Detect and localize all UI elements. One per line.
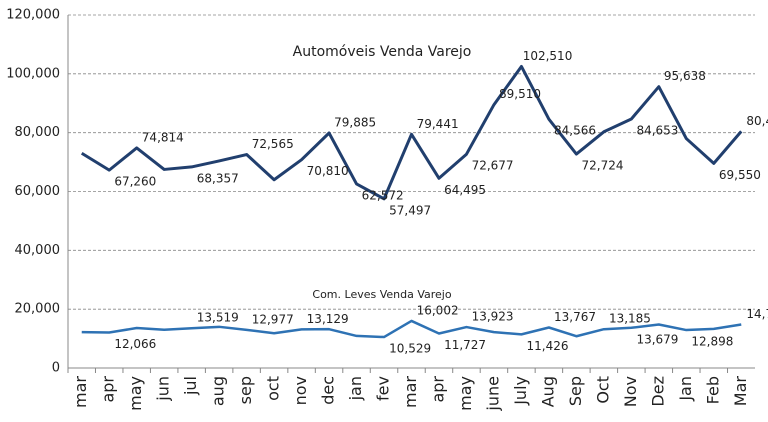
data-label: 13,767 [554, 310, 596, 324]
x-tick-label: July [511, 376, 530, 406]
x-tick-label: jun [154, 376, 173, 402]
x-tick-label: Aug [538, 376, 557, 407]
data-label: 79,441 [417, 117, 459, 131]
data-label: 70,810 [307, 164, 349, 178]
x-tick-label: may [126, 376, 145, 411]
data-label: 12,977 [252, 312, 294, 326]
x-tick-label: oct [264, 376, 283, 401]
series-line [80, 64, 743, 201]
x-tick-label: mar [71, 376, 90, 408]
data-label: 84,566 [554, 124, 596, 138]
data-label: 16,002 [417, 303, 459, 317]
data-label: 64,495 [444, 183, 486, 197]
data-label: 72,565 [252, 137, 294, 151]
series-line [81, 319, 742, 339]
x-tick-label: dec [319, 376, 338, 405]
data-label: 10,529 [389, 342, 431, 356]
data-label: 79,885 [334, 116, 376, 130]
data-label: 72,724 [581, 159, 623, 173]
data-label: 13,679 [636, 332, 678, 346]
x-tick-label: nov [291, 376, 310, 405]
data-label: 72,677 [472, 159, 514, 173]
data-label: 14,772 [746, 307, 768, 321]
y-tick-label: 60,000 [15, 184, 61, 199]
y-tick-label: 100,000 [6, 66, 60, 81]
data-label: 74,814 [142, 130, 184, 144]
x-tick-label: jul [181, 376, 200, 396]
y-tick-label: 120,000 [6, 8, 60, 23]
x-tick-label: apr [99, 376, 118, 403]
data-label: 68,357 [197, 171, 239, 185]
x-tick-label: fev [374, 376, 393, 401]
data-label: 12,898 [691, 335, 733, 349]
data-label: 62,572 [362, 188, 404, 202]
data-label: 13,129 [307, 312, 349, 326]
data-label: 13,519 [197, 311, 239, 325]
x-tick-label: mar [401, 376, 420, 408]
x-tick-label: Feb [703, 376, 722, 404]
x-tick-label: sep [236, 376, 255, 404]
x-tick-label: june [483, 376, 502, 412]
x-tick-label: aug [209, 376, 228, 406]
x-tick-label: Sep [566, 376, 585, 406]
data-label: 12,066 [114, 337, 156, 351]
x-tick-label: jan [346, 376, 365, 401]
x-tick-label: Mar [731, 376, 750, 407]
data-label: 67,260 [114, 175, 156, 189]
x-tick-label: Dez [648, 376, 667, 407]
x-tick-label: Nov [621, 376, 640, 407]
y-tick-label: 20,000 [15, 302, 61, 317]
data-label: 11,727 [444, 338, 486, 352]
series-name: Automóveis Venda Varejo [293, 44, 472, 60]
data-label: 13,923 [472, 310, 514, 324]
data-label: 57,497 [389, 203, 431, 217]
data-label: 11,426 [527, 339, 569, 353]
x-tick-label: Oct [593, 376, 612, 404]
data-label: 84,653 [636, 123, 678, 137]
series-name: Com. Leves Venda Varejo [312, 288, 451, 301]
data-label: 89,510 [499, 87, 541, 101]
y-tick-label: 40,000 [15, 243, 61, 258]
data-label: 80,444 [746, 114, 768, 128]
data-label: 69,550 [719, 168, 761, 182]
data-label: 102,510 [523, 49, 573, 63]
x-tick-label: apr [428, 376, 447, 403]
data-label: 95,638 [664, 69, 706, 83]
x-tick-label: may [456, 376, 475, 411]
y-tick-label: 80,000 [15, 125, 61, 140]
y-tick-label: 0 [52, 361, 60, 376]
data-label: 13,185 [609, 312, 651, 326]
x-tick-label: Jan [676, 376, 695, 402]
